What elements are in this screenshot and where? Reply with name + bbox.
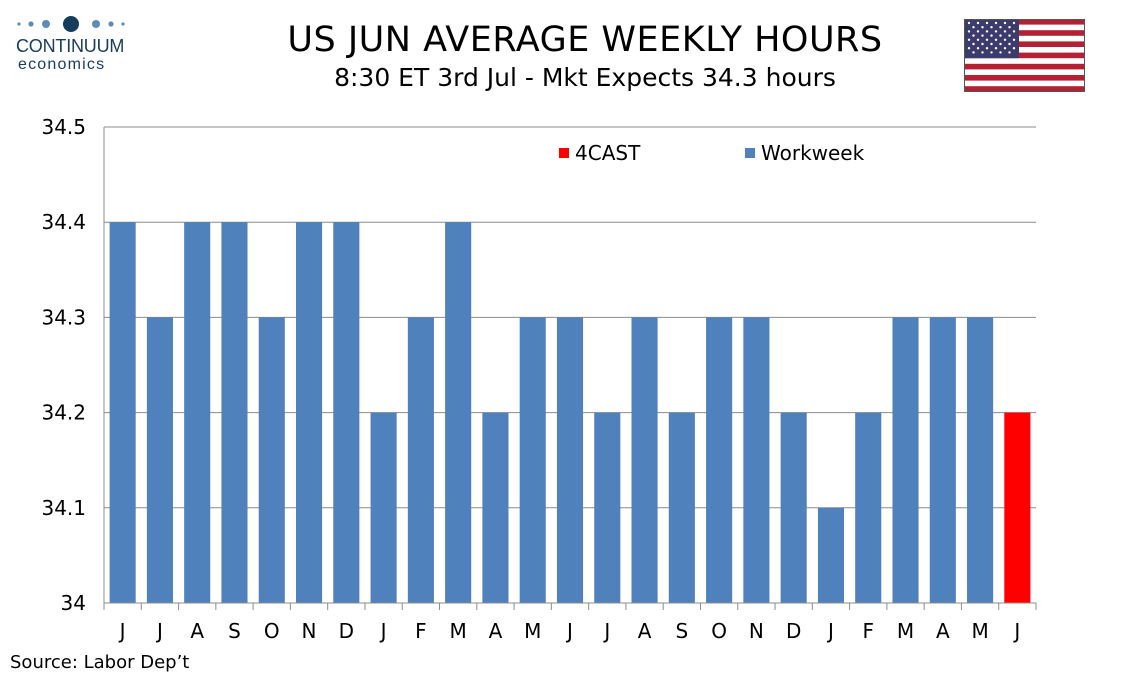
workweek-bar	[445, 222, 472, 603]
chart-title: US JUN AVERAGE WEEKLY HOURS	[287, 20, 883, 60]
x-tick-label: J	[602, 619, 610, 643]
x-tick-label: O	[264, 619, 280, 643]
workweek-bar	[892, 317, 919, 603]
x-tick-label: D	[339, 619, 354, 643]
x-tick-label: M	[971, 619, 988, 643]
us-flag-icon	[964, 19, 1085, 92]
x-tick-label: A	[489, 619, 503, 643]
workweek-bar	[855, 412, 882, 603]
x-tick-label: N	[302, 619, 317, 643]
logo-dots-icon	[17, 16, 125, 32]
x-tick-label: A	[936, 619, 950, 643]
workweek-bar	[295, 222, 323, 603]
y-tick-label: 34.5	[41, 115, 86, 139]
x-tick-label: A	[638, 619, 652, 643]
continuum-logo: CONTINUUM economics	[14, 14, 144, 76]
workweek-bar	[333, 222, 360, 603]
x-tick-label: M	[450, 619, 467, 643]
chart-subtitle: 8:30 ET 3rd Jul - Mkt Expects 34.3 hours	[334, 63, 836, 92]
x-tick-label: J	[118, 619, 126, 643]
workweek-bar	[407, 317, 434, 603]
workweek-bar	[967, 317, 994, 603]
legend-label: 4CAST	[575, 141, 641, 165]
x-tick-label: D	[786, 619, 801, 643]
y-tick-label: 34.4	[41, 210, 86, 234]
source-note: Source: Labor Dep’t	[10, 652, 190, 673]
x-tick-label: J	[826, 619, 834, 643]
x-tick-label: S	[228, 619, 241, 643]
x-tick-label: A	[190, 619, 204, 643]
workweek-bar	[929, 317, 956, 603]
workweek-bar	[519, 317, 546, 603]
y-tick-label: 34	[61, 591, 86, 615]
workweek-bar	[780, 412, 807, 603]
workweek-bar	[594, 412, 621, 603]
workweek-bar	[706, 317, 733, 603]
legend-swatch	[559, 148, 569, 158]
workweek-bar	[221, 222, 248, 603]
workweek-bar	[109, 222, 136, 603]
workweek-bar	[146, 317, 173, 603]
logo-sub: economics	[18, 56, 106, 73]
workweek-bar	[370, 412, 397, 603]
workweek-bar	[631, 317, 658, 603]
x-tick-label: M	[897, 619, 914, 643]
legend-label: Workweek	[761, 141, 865, 165]
legend-swatch	[745, 148, 755, 158]
x-tick-label: F	[415, 619, 427, 643]
y-tick-label: 34.3	[41, 305, 86, 329]
x-tick-label: F	[862, 619, 874, 643]
x-tick-label: O	[711, 619, 727, 643]
x-tick-label: M	[524, 619, 541, 643]
x-tick-label: J	[1012, 619, 1020, 643]
workweek-bar	[668, 412, 695, 603]
workweek-bar	[817, 507, 845, 603]
workweek-bar	[258, 317, 285, 603]
x-tick-label: J	[155, 619, 163, 643]
x-tick-label: S	[675, 619, 688, 643]
forecast-bar	[1004, 412, 1031, 603]
workweek-bar	[743, 317, 770, 603]
workweek-bar	[184, 222, 211, 603]
workweek-bar	[556, 317, 584, 603]
x-tick-label: J	[379, 619, 387, 643]
workweek-bar	[482, 412, 509, 603]
x-tick-label: N	[749, 619, 764, 643]
y-tick-label: 34.1	[41, 496, 86, 520]
logo-name: CONTINUUM	[16, 36, 125, 56]
y-tick-label: 34.2	[41, 401, 86, 425]
x-tick-label: J	[565, 619, 573, 643]
